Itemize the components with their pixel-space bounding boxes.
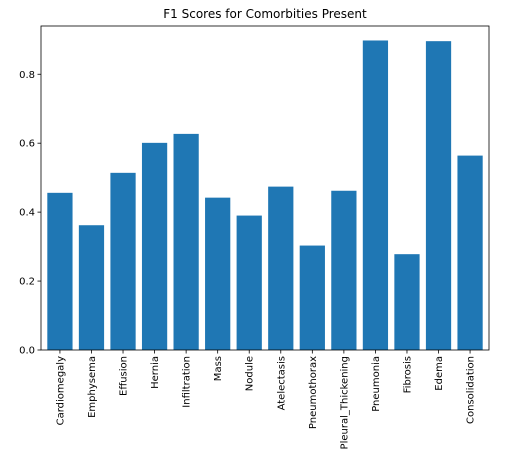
x-tick-label: Pneumonia xyxy=(371,356,382,412)
chart-title: F1 Scores for Comorbities Present xyxy=(163,7,367,21)
y-tick-label: 0.2 xyxy=(19,277,35,288)
x-tick-label: Consolidation xyxy=(466,356,477,424)
x-tick-label: Effusion xyxy=(119,356,130,396)
bar-effusion xyxy=(110,172,136,350)
x-tick-label: Fibrosis xyxy=(402,356,413,393)
bar-edema xyxy=(425,41,452,351)
x-tick-label: Edema xyxy=(434,356,445,391)
x-tick-label: Infiltration xyxy=(182,356,193,408)
x-tick-label: Mass xyxy=(213,356,224,381)
x-tick-label: Atelectasis xyxy=(276,356,287,410)
bar-pneumothorax xyxy=(299,245,325,350)
x-tick-label: Hernia xyxy=(150,356,161,389)
x-tick-label: Pleural_Thickening xyxy=(339,356,350,449)
y-tick-label: 0.0 xyxy=(19,346,35,357)
y-tick-label: 0.8 xyxy=(19,70,35,81)
x-tick-label: Pneumothorax xyxy=(308,356,319,429)
y-tick-label: 0.4 xyxy=(19,208,35,219)
bar-cardiomegaly xyxy=(47,192,73,350)
x-tick-label: Cardiomegaly xyxy=(55,356,66,425)
bars-group xyxy=(47,40,483,351)
bar-pleural-thickening xyxy=(331,190,357,350)
y-axis: 0.0 0.2 0.4 0.6 0.8 xyxy=(19,70,41,357)
bar-fibrosis xyxy=(394,254,420,350)
y-tick-label: 0.6 xyxy=(19,139,35,150)
x-tick-label: Nodule xyxy=(245,356,256,391)
bar-hernia xyxy=(141,142,168,350)
x-tick-label: Emphysema xyxy=(87,356,98,418)
bar-mass xyxy=(205,197,231,350)
bar-infiltration xyxy=(173,133,199,350)
bar-pneumonia xyxy=(362,40,389,351)
x-axis: Cardiomegaly Emphysema Effusion Hernia Infil… xyxy=(55,350,477,449)
bar-atelectasis xyxy=(268,186,294,350)
bar-emphysema xyxy=(78,225,105,350)
bar-consolidation xyxy=(457,155,483,350)
plot-frame xyxy=(40,25,490,351)
bar-nodule xyxy=(236,215,262,350)
